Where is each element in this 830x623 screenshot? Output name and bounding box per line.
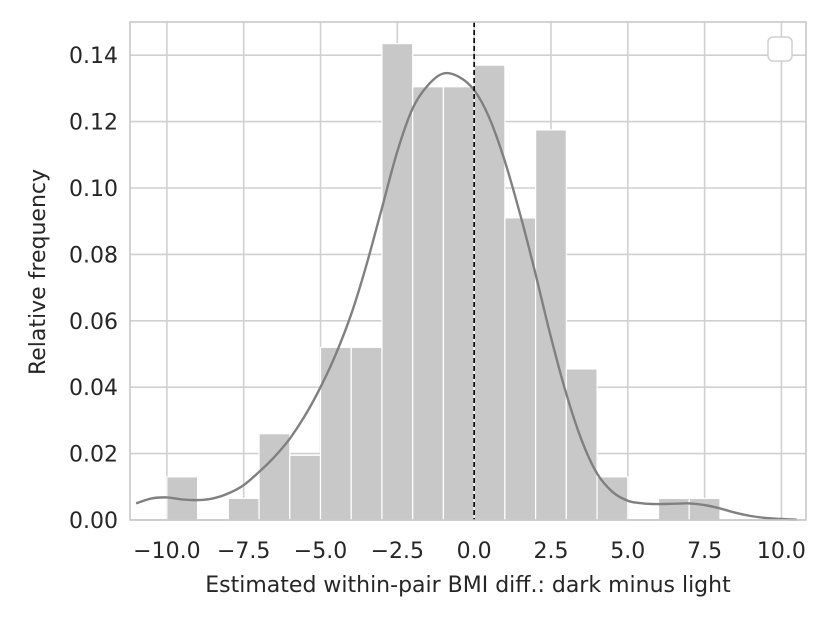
x-tick-label: 10.0 bbox=[757, 539, 806, 564]
y-tick-label: 0.00 bbox=[69, 509, 118, 534]
y-tick-label: 0.06 bbox=[69, 310, 118, 335]
histogram-bar bbox=[442, 86, 475, 521]
histogram-bar bbox=[319, 346, 352, 521]
x-tick-label: 5.0 bbox=[610, 539, 645, 564]
plot-border bbox=[129, 21, 807, 521]
y-tick-label: 0.08 bbox=[69, 243, 118, 268]
y-tick-labels: 0.00 0.02 0.04 0.06 0.08 0.10 0.12 0.14 bbox=[69, 44, 118, 534]
y-tick-label: 0.12 bbox=[69, 111, 118, 136]
kde-curve-group bbox=[135, 71, 797, 521]
x-tick-labels: −10.0 −7.5 −5.0 −2.5 0.0 2.5 5.0 7.5 10.0 bbox=[133, 539, 806, 564]
x-axis-label: Estimated within-pair BMI diff.: dark mi… bbox=[205, 573, 731, 598]
histogram-bars bbox=[166, 42, 721, 521]
kde-curve bbox=[135, 71, 797, 521]
histogram-bar bbox=[534, 129, 567, 521]
x-tick-label: 0.0 bbox=[457, 539, 492, 564]
x-tick-label: −7.5 bbox=[217, 539, 270, 564]
x-tick-label: 2.5 bbox=[533, 539, 568, 564]
histogram-bar bbox=[381, 42, 414, 521]
histogram-bar bbox=[350, 346, 383, 521]
histogram-bar bbox=[565, 368, 598, 521]
legend-box bbox=[767, 36, 793, 62]
histogram-bar bbox=[227, 497, 260, 521]
x-tick-label: −10.0 bbox=[133, 539, 200, 564]
x-tick-label: −5.0 bbox=[294, 539, 347, 564]
y-tick-label: 0.10 bbox=[69, 177, 118, 202]
histogram-bar bbox=[657, 497, 690, 521]
histogram-bar bbox=[473, 64, 506, 521]
histogram-bar bbox=[688, 497, 721, 521]
y-axis-label: Relative frequency bbox=[26, 169, 51, 375]
y-tick-label: 0.02 bbox=[69, 443, 118, 468]
y-tick-label: 0.04 bbox=[69, 376, 118, 401]
x-tick-label: −2.5 bbox=[371, 539, 424, 564]
histogram-bar bbox=[412, 86, 445, 521]
histogram-bar bbox=[289, 454, 322, 521]
histogram-bar bbox=[258, 433, 291, 521]
axes-frame bbox=[129, 21, 807, 521]
histogram-bar bbox=[504, 217, 537, 521]
x-tick-label: 7.5 bbox=[687, 539, 722, 564]
y-tick-label: 0.14 bbox=[69, 44, 118, 69]
